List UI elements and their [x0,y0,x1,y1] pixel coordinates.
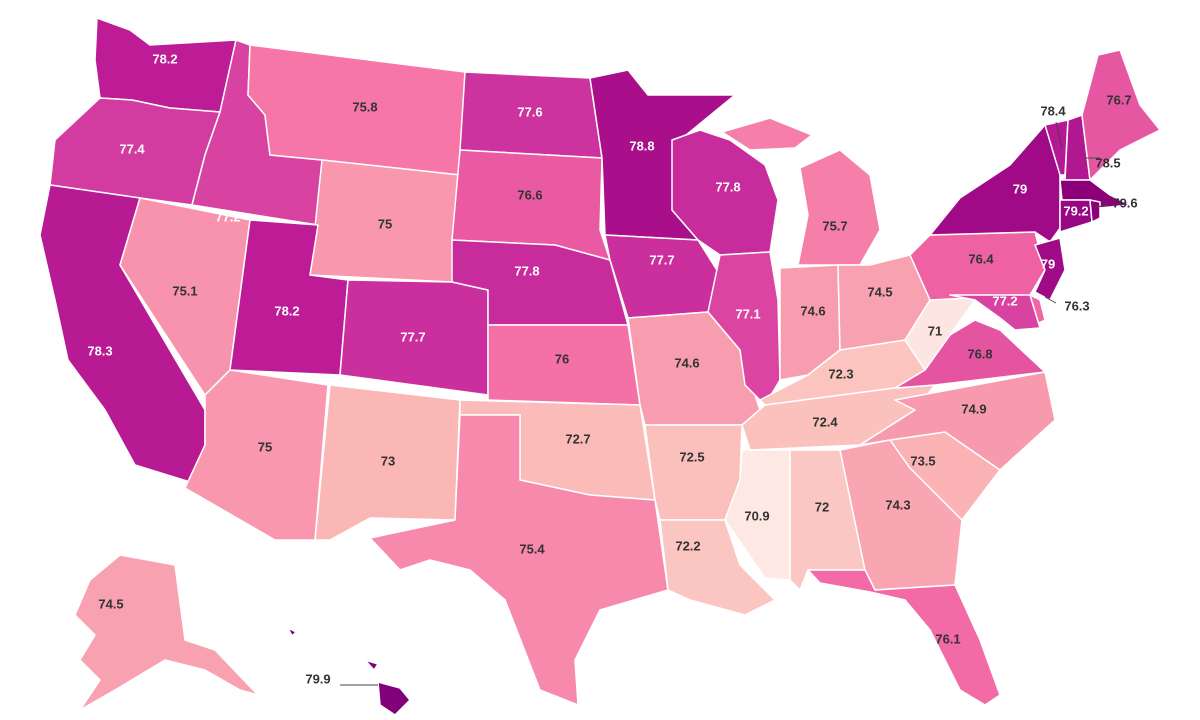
state-value-tx: 75.4 [519,541,545,556]
state-value-ok: 72.7 [565,431,590,446]
state-value-ut: 78.2 [274,303,299,318]
state-ak [74,554,259,711]
state-shapes [39,17,1161,716]
state-value-or: 77.4 [119,141,145,156]
state-value-ky: 72.3 [828,366,853,381]
state-value-fl: 76.1 [935,631,960,646]
state-value-nv: 75.1 [172,283,197,298]
state-value-sd: 76.6 [517,187,542,202]
state-value-va: 76.8 [967,346,992,361]
state-wi [671,129,779,256]
state-value-wa: 78.2 [152,51,177,66]
state-value-id: 77.2 [215,209,240,224]
state-value-ma: 79.6 [1112,195,1137,210]
state-value-wi: 77.8 [715,179,740,194]
state-value-nd: 77.6 [517,104,542,119]
state-hi [287,627,411,716]
state-value-pa: 76.4 [968,251,994,266]
state-value-ct: 79.2 [1063,203,1088,218]
label-leader-lines [340,121,1109,686]
state-value-in: 74.6 [800,303,825,318]
state-value-co: 77.7 [400,329,425,344]
state-value-wv: 71 [928,323,942,338]
state-value-al: 72 [815,499,829,514]
state-value-nm: 73 [381,453,395,468]
state-value-il: 77.1 [735,306,760,321]
state-value-labels: 78.2 77.4 78.3 77.2 75.1 75.8 75 78.2 75 77.7 73 77… [87,51,1137,686]
state-value-ga: 74.3 [885,497,910,512]
state-mi [721,117,881,266]
state-value-ks: 76 [555,351,569,366]
state-value-mt: 75.8 [352,99,377,114]
state-value-vt: 78.4 [1040,103,1066,118]
state-value-nh: 78.5 [1095,155,1120,170]
state-value-me: 76.7 [1106,92,1131,107]
state-value-ia: 77.7 [649,252,674,267]
state-value-hi: 79.9 [305,671,330,686]
state-value-nc: 74.9 [961,401,986,416]
state-value-md: 77.2 [992,293,1017,308]
state-nc [859,371,1056,471]
state-value-ca: 78.3 [87,343,112,358]
state-value-az: 75 [258,439,272,454]
state-ri [1089,199,1101,223]
state-value-tn: 72.4 [812,414,838,429]
state-la [659,519,776,616]
state-value-mn: 78.8 [629,138,654,153]
state-value-mo: 74.6 [674,355,699,370]
state-value-nj: 79 [1041,256,1055,271]
state-me [1081,49,1161,181]
state-value-ne: 77.8 [514,263,539,278]
state-fl [807,569,1001,706]
state-ar [644,424,743,521]
state-md [949,294,1041,331]
state-value-la: 72.2 [675,538,700,553]
state-value-mi: 75.7 [822,218,847,233]
state-az [184,369,329,541]
state-value-ak: 74.5 [98,596,123,611]
state-value-oh: 74.5 [867,284,892,299]
state-value-sc: 73.5 [910,453,935,468]
state-value-ms: 70.9 [744,508,769,523]
state-value-de: 76.3 [1064,298,1089,313]
state-value-ar: 72.5 [679,449,704,464]
state-ny [929,124,1061,243]
state-value-wy: 75 [378,216,392,231]
state-tx [369,414,669,706]
state-value-ny: 79 [1013,181,1027,196]
